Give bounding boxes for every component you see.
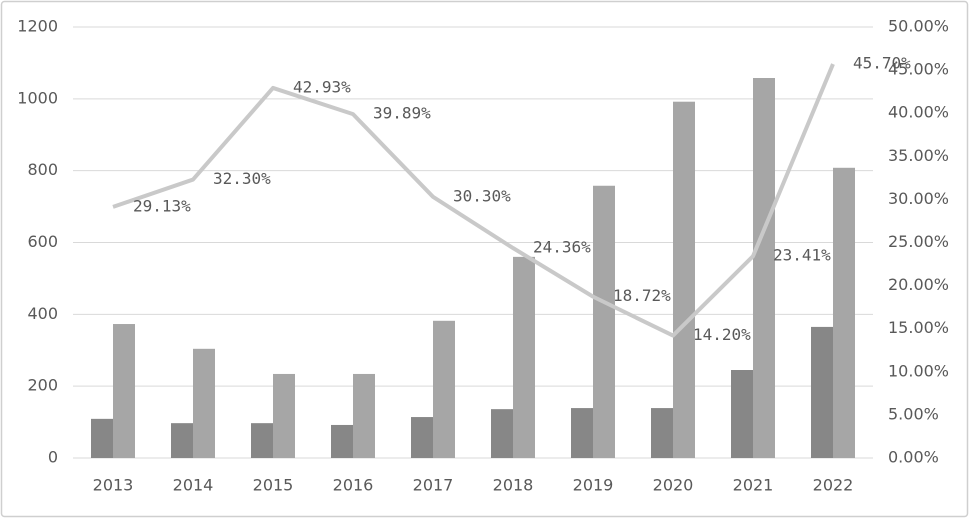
data-label: 23.41%: [773, 246, 831, 265]
data-label: 30.30%: [453, 186, 511, 205]
data-label: 29.13%: [133, 196, 191, 215]
bar: [331, 424, 353, 458]
x-tick-label: 2020: [653, 476, 694, 495]
x-tick-label: 2014: [173, 476, 214, 495]
bar: [113, 324, 135, 458]
data-label: 18.72%: [613, 286, 671, 305]
bar: [171, 423, 193, 458]
data-label: 39.89%: [373, 104, 431, 123]
bar: [673, 101, 695, 458]
y-tick-label: 0: [48, 448, 58, 467]
y-tick-label: 200: [27, 376, 58, 395]
bar: [753, 78, 775, 459]
data-label: 14.20%: [693, 325, 751, 344]
y-tick-label: 800: [27, 160, 58, 179]
y2-tick-label: 0.00%: [888, 448, 939, 467]
x-tick-label: 2015: [253, 476, 294, 495]
x-tick-label: 2021: [733, 476, 774, 495]
bar: [513, 256, 535, 458]
bar: [251, 423, 273, 458]
bar: [651, 408, 673, 458]
bar: [273, 373, 295, 458]
y2-tick-label: 35.00%: [888, 146, 949, 165]
bar: [411, 417, 433, 458]
x-tick-label: 2019: [573, 476, 614, 495]
bar: [593, 185, 615, 459]
y2-tick-label: 15.00%: [888, 318, 949, 337]
x-tick-label: 2013: [93, 476, 134, 495]
bar: [731, 370, 753, 458]
y2-tick-label: 45.00%: [888, 60, 949, 79]
y2-tick-label: 10.00%: [888, 361, 949, 380]
bar: [571, 408, 593, 458]
bar: [193, 348, 215, 458]
bar: [491, 409, 513, 458]
y-tick-label: 600: [27, 232, 58, 251]
y-tick-label: 1000: [17, 88, 58, 107]
y2-tick-label: 25.00%: [888, 232, 949, 251]
y2-tick-label: 20.00%: [888, 275, 949, 294]
y-tick-label: 1200: [17, 17, 58, 36]
data-label: 32.30%: [213, 169, 271, 188]
bar: [353, 373, 375, 458]
data-label: 45.70%: [853, 54, 911, 73]
x-tick-label: 2018: [493, 476, 534, 495]
x-tick-label: 2017: [413, 476, 454, 495]
y2-tick-label: 40.00%: [888, 103, 949, 122]
y2-tick-label: 5.00%: [888, 404, 939, 423]
bar: [91, 418, 113, 458]
line: [112, 63, 835, 338]
data-label: 24.36%: [533, 238, 591, 257]
y2-tick-label: 50.00%: [888, 17, 949, 36]
x-tick-label: 2022: [813, 476, 854, 495]
bar: [811, 326, 833, 458]
x-tick-label: 2016: [333, 476, 374, 495]
data-label: 42.93%: [293, 77, 351, 96]
bar: [433, 320, 455, 458]
y-tick-label: 400: [27, 304, 58, 323]
bar: [833, 167, 855, 458]
y2-tick-label: 30.00%: [888, 189, 949, 208]
